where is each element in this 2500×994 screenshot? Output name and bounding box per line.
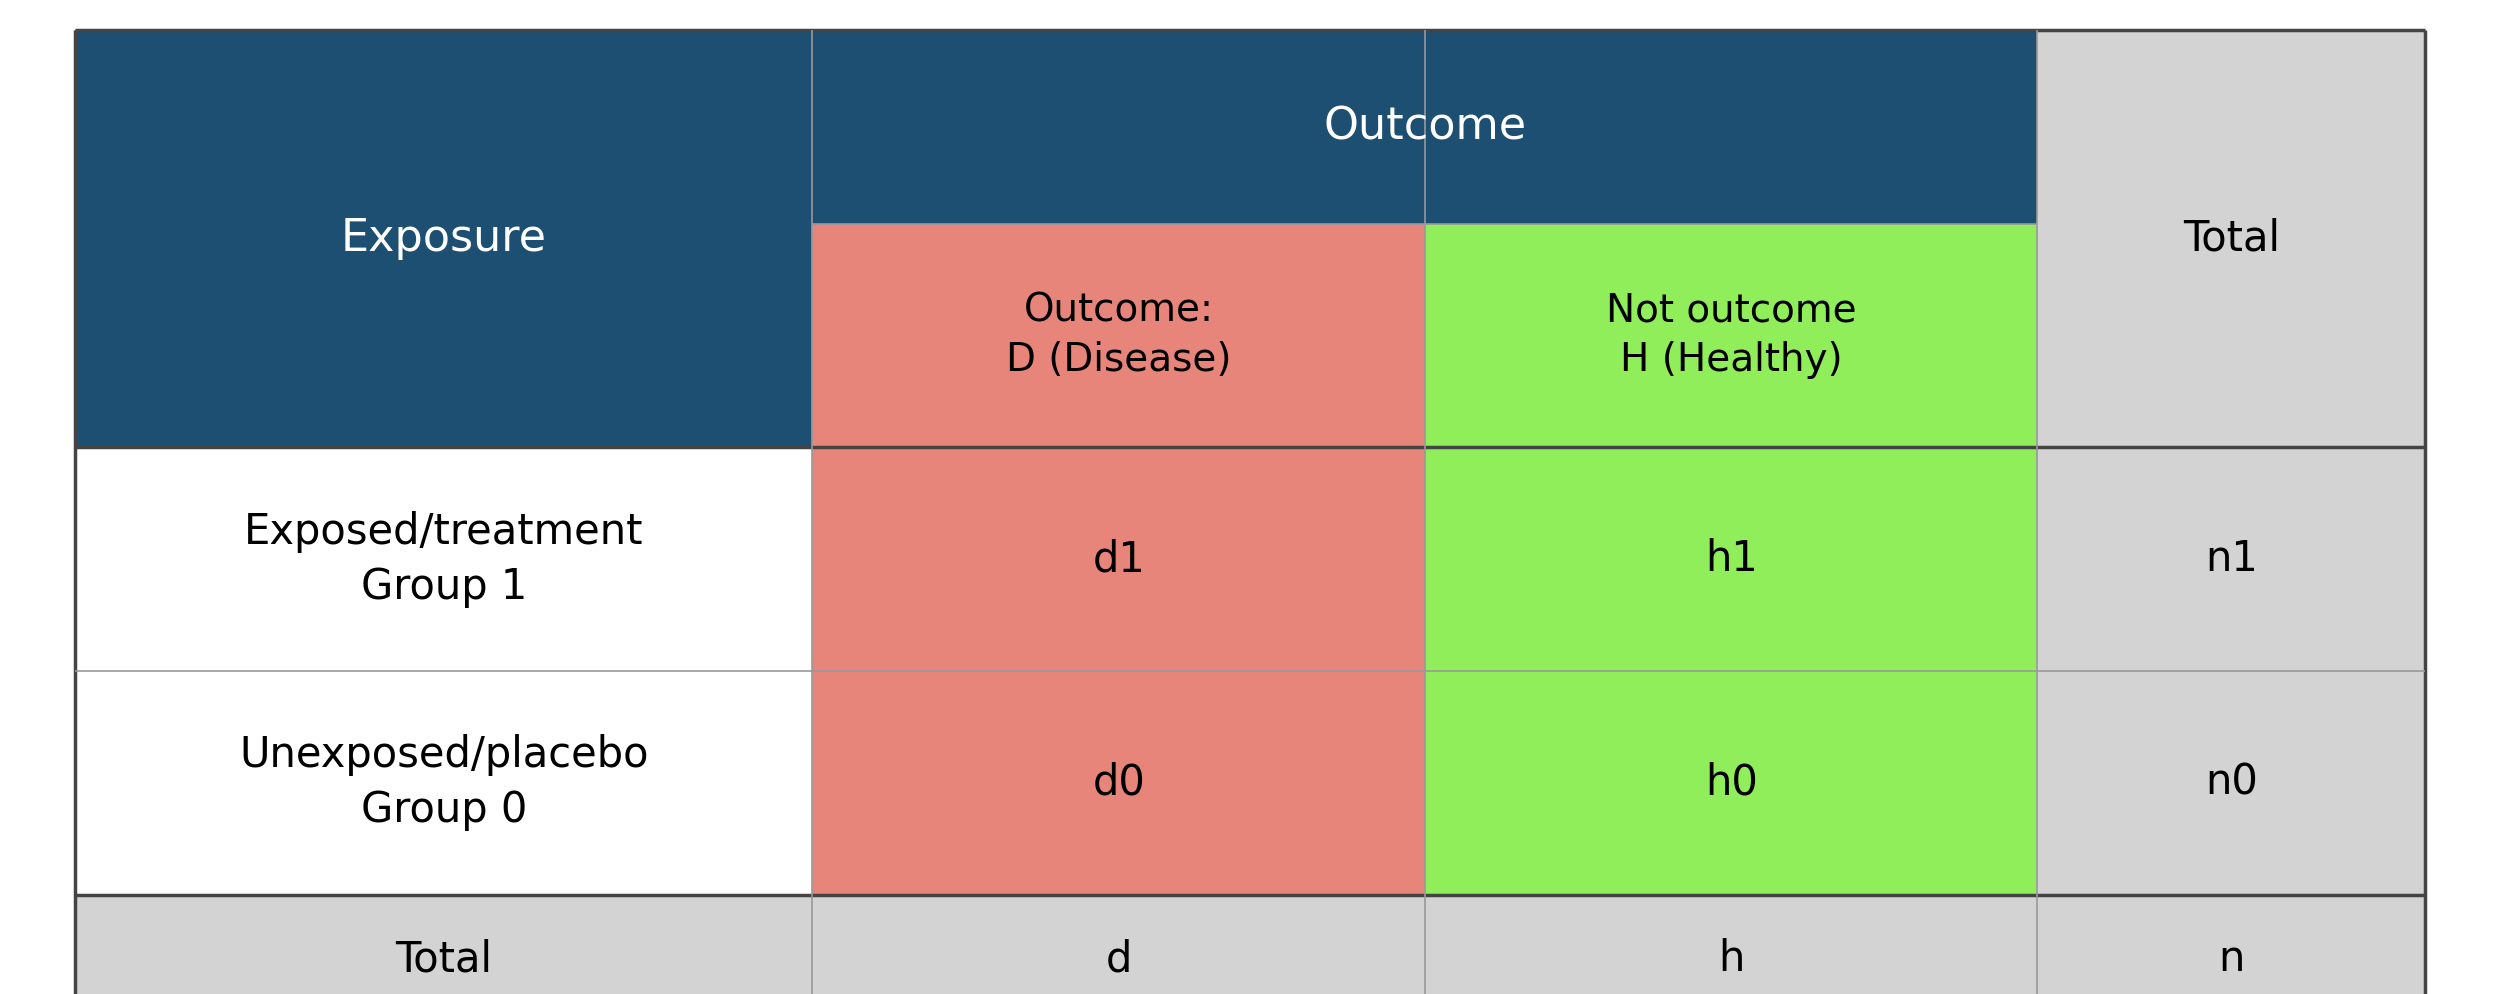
Bar (75, 30, 813, 447)
Text: Total: Total (2182, 218, 2280, 259)
Text: Not outcome
H (Healthy): Not outcome H (Healthy) (1605, 291, 1858, 380)
Bar (1425, 447, 2037, 671)
Bar (2037, 671, 2425, 895)
Text: n1: n1 (2205, 538, 2258, 580)
Bar (812, 671, 1425, 895)
Text: d0: d0 (1092, 761, 1145, 804)
Text: h0: h0 (1705, 761, 1758, 804)
Bar (1425, 671, 2037, 895)
Text: h1: h1 (1705, 538, 1758, 580)
Bar (1425, 895, 2037, 994)
Bar (812, 30, 2037, 224)
Bar (1425, 224, 2037, 447)
Bar (812, 895, 1425, 994)
Text: Exposure: Exposure (340, 217, 548, 260)
Bar (75, 671, 813, 895)
Text: Exposed/treatment
Group 1: Exposed/treatment Group 1 (245, 511, 642, 607)
Text: d1: d1 (1092, 538, 1145, 580)
Bar (75, 447, 813, 671)
Text: d: d (1105, 938, 1132, 980)
Bar (812, 224, 1425, 447)
Text: Outcome:
D (Disease): Outcome: D (Disease) (1005, 291, 1232, 380)
Text: n0: n0 (2205, 761, 2258, 804)
Text: Unexposed/placebo
Group 0: Unexposed/placebo Group 0 (240, 735, 648, 831)
Text: h: h (1718, 938, 1745, 980)
Text: n: n (2218, 938, 2245, 980)
Bar (2037, 30, 2425, 447)
Text: Total: Total (395, 938, 492, 980)
Bar (2037, 895, 2425, 994)
Text: Outcome: Outcome (1322, 105, 1528, 148)
Bar (75, 895, 813, 994)
Bar (812, 447, 1425, 671)
Bar (2037, 447, 2425, 671)
